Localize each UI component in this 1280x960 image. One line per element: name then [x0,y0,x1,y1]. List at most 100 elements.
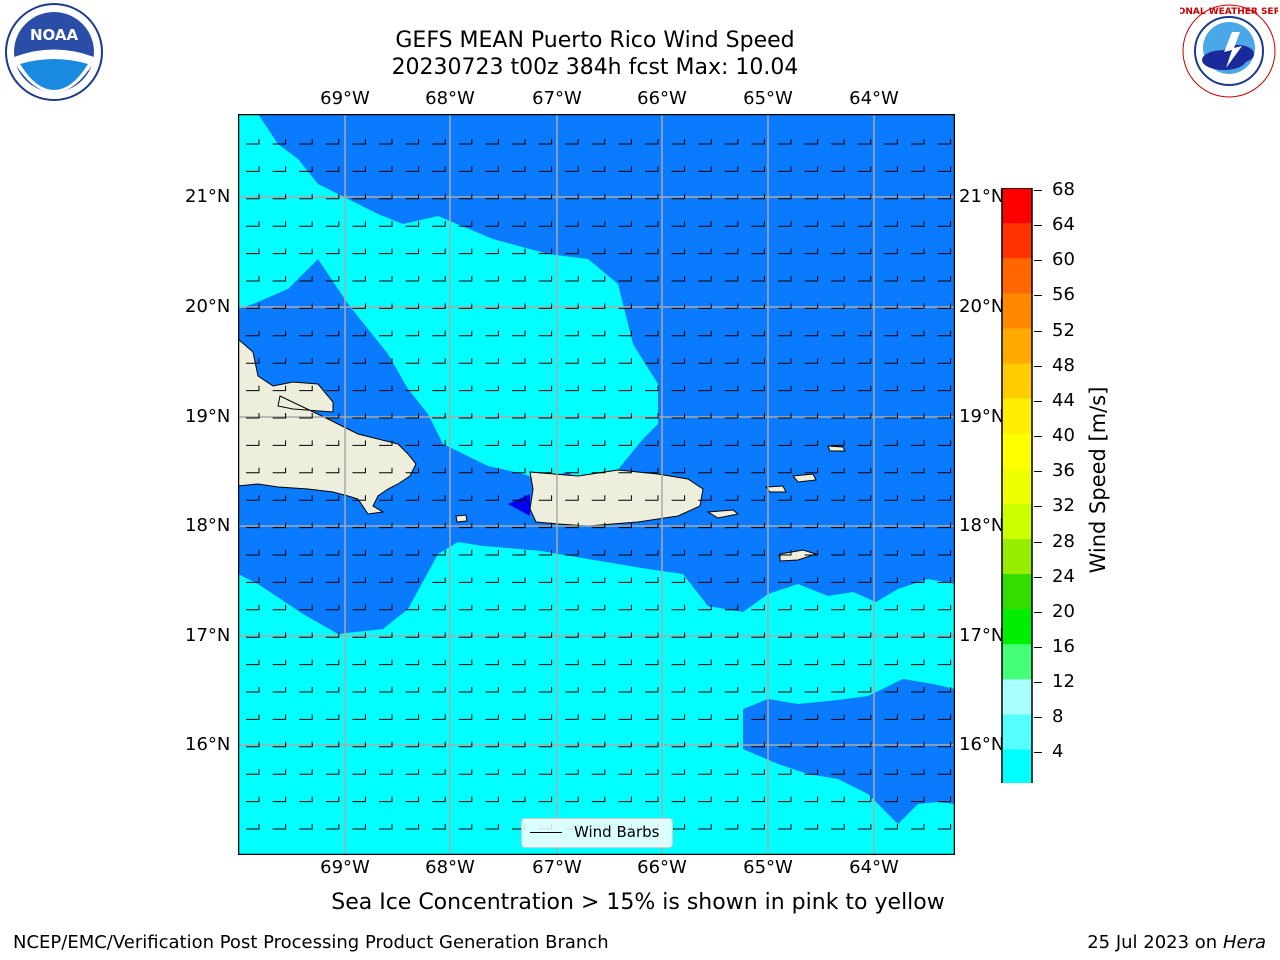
wind-barb [272,330,287,337]
wind-barb [458,659,473,666]
colorbar-tick [1034,717,1042,719]
wind-barb [485,550,499,556]
wind-barb [804,276,819,282]
wind-barb [724,769,739,775]
wind-barb [618,467,632,474]
wind-barb [804,221,819,227]
colorbar-tick-label: 52 [1052,319,1075,341]
wind-barb [432,358,446,364]
wind-barb [618,440,632,446]
wind-barb [458,604,473,611]
wind-barb [857,385,872,392]
wind-barb [804,358,819,364]
wind-barb [591,550,606,556]
wind-barb [272,221,287,227]
wind-barb [458,193,473,200]
wind-barb [299,358,313,364]
wind-barb [512,577,526,583]
wind-barb [937,522,952,529]
wind-barb [671,413,686,419]
wind-barb [325,467,340,474]
wind-barb [272,714,287,720]
wind-barb [804,577,819,583]
wind-barb [591,522,606,529]
wind-barb [618,522,632,529]
wind-barb [246,495,260,501]
wind-barb [751,604,765,611]
wind-barb [831,385,845,392]
wind-barb [432,632,446,638]
wind-barb [352,193,366,200]
wind-barb [458,276,473,282]
wind-barb [352,796,366,803]
wind-barb [911,276,925,282]
wind-barb [778,385,792,392]
wind-barb [538,659,553,666]
wind-barb [565,248,579,255]
wind-barb [645,687,659,693]
wind-barb [671,221,686,227]
colorbar-tick [1034,260,1042,262]
wind-barb [512,358,526,364]
colorbar-tick-label: 40 [1052,425,1075,447]
wind-barb [538,769,553,775]
lat-label-right: 21°N [959,186,1005,207]
wind-barb [724,604,739,611]
wind-barb [565,741,579,748]
wind-barb [565,166,579,172]
wind-barb [724,330,739,337]
wind-barb [591,358,606,364]
colorbar-segment [1002,574,1032,610]
wind-barb [804,741,819,748]
wind-barb [325,714,340,720]
wind-barb [724,440,739,446]
wind-barb [804,604,819,611]
wind-barb [671,358,686,364]
wind-barb [299,714,313,720]
wind-barb [565,687,579,693]
wind-barb [591,139,606,145]
wind-barb [352,495,366,501]
wind-barb [778,550,792,556]
wind-barb [778,522,792,529]
wind-barb [698,687,712,693]
wind-barb [272,193,287,200]
colorbar-tick-label: 48 [1052,354,1075,376]
wind-barb [352,467,366,474]
wind-barb [591,769,606,775]
wind-barb [618,248,632,255]
wind-barb [937,687,952,693]
wind-barb [911,467,925,474]
wind-barb [778,330,792,337]
wind-barb [724,741,739,748]
wind-barb [246,467,260,474]
wind-barb [645,139,659,145]
wind-barb [485,577,499,583]
wind-barb [804,467,819,474]
wind-barb [512,714,526,720]
wind-barb [671,276,686,282]
wind-barb [937,413,952,419]
wind-barb [831,632,845,638]
wind-barb [645,632,659,638]
lat-label-left: 17°N [185,625,231,646]
lat-label-left: 21°N [185,186,231,207]
wind-barb [565,385,579,392]
wind-barb [352,714,366,720]
wind-barb [831,440,845,446]
wind-barb [698,221,712,227]
wind-barb [246,632,260,638]
wind-barb [299,385,313,392]
wind-barb [325,330,340,337]
wind-barb [325,796,340,803]
wind-barb [538,796,553,803]
wind-barb [299,495,313,501]
wind-barb [246,248,260,255]
wind-barb [884,796,898,803]
wind-barb [538,193,553,200]
wind-barb [671,522,686,529]
wind-barb [618,303,632,309]
wind-barb [432,824,446,830]
wind-barb [591,413,606,419]
wind-barb [857,824,872,830]
